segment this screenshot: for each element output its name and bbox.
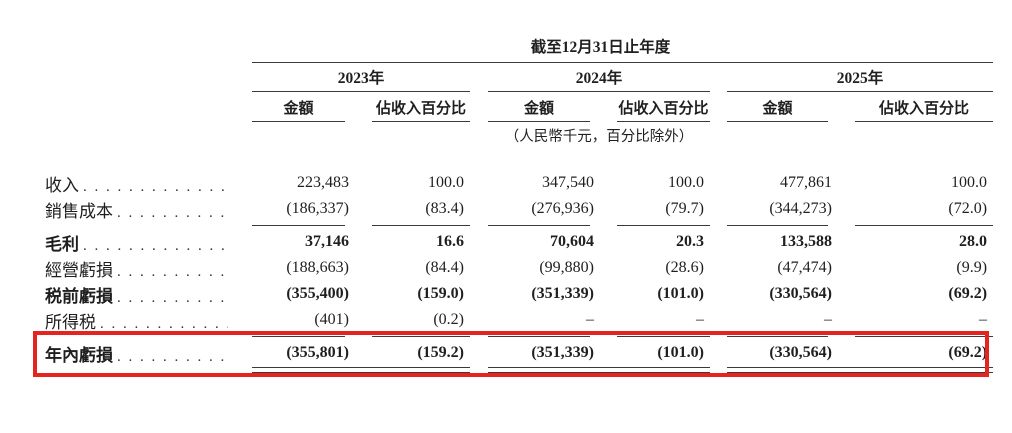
amount-header-2023: 金額: [252, 97, 345, 122]
cell-2025-pct: –: [979, 311, 988, 328]
table-row: 金額 佔收入百分比 金額 佔收入百分比 金額 佔收入百分比: [45, 92, 994, 122]
cell-2025-pct: (72.0): [948, 200, 988, 217]
row-label: 收入: [45, 175, 79, 195]
pct-header-2023: 佔收入百分比: [372, 97, 470, 122]
amount-header-2024: 金額: [488, 97, 590, 122]
cell-2025-pct: (9.9): [956, 259, 988, 276]
year-header-2024: 2024年: [488, 62, 710, 92]
cell-2023-amount: 37,146: [305, 233, 349, 250]
table-row: 2023年 2024年 2025年: [45, 62, 994, 92]
cell-2025-amount: 133,588: [780, 233, 832, 250]
dot-leader: . . . . . . . . . . . . . . . . . . . . …: [117, 204, 228, 221]
table-row-gross-profit: 毛利. . . . . . . . . . . . . . . . . . . …: [45, 229, 993, 255]
row-label-cell: 税前虧損. . . . . . . . . . . . . . . . . . …: [45, 282, 252, 307]
dot-leader: . . . . . . . . . . . . . . . . . . . . …: [117, 263, 228, 280]
year-header-2025: 2025年: [727, 62, 994, 92]
cell-2024-amount: 347,540: [542, 174, 594, 191]
pct-header-2025: 佔收入百分比: [855, 97, 994, 122]
income-statement-table: 截至12月31日止年度 2023年 2024年 2025年 金額 佔收入百分比 …: [45, 30, 994, 374]
cell-2023-pct: (83.4): [425, 200, 464, 217]
row-label-cell: 毛利. . . . . . . . . . . . . . . . . . . …: [45, 230, 252, 255]
row-label: 銷售成本: [45, 201, 113, 221]
year-header-2023: 2023年: [252, 62, 470, 92]
cell-2024-amount: (99,880): [539, 259, 594, 276]
cell-2025-amount: 477,861: [780, 174, 832, 191]
table-row-loss-for-the-year: 年內虧損. . . . . . . . . . . . . . . . . . …: [45, 340, 993, 366]
row-label-cell: 年內虧損. . . . . . . . . . . . . . . . . . …: [45, 341, 252, 366]
cell-2024-amount: (276,936): [531, 200, 594, 217]
cell-2023-pct: 100.0: [428, 174, 464, 191]
row-label: 毛利: [45, 234, 79, 254]
total-double-rule: [45, 366, 994, 374]
cell-2023-amount: 223,483: [297, 174, 349, 191]
cell-2024-pct: (79.7): [665, 200, 704, 217]
cell-2023-amount: (186,337): [286, 200, 349, 217]
row-label-cell: 收入. . . . . . . . . . . . . . . . . . . …: [45, 171, 252, 196]
dot-leader: . . . . . . . . . . . . . . . . . . . . …: [83, 237, 228, 254]
period-title: 截至12月31日止年度: [252, 30, 994, 63]
cell-2025-pct: 100.0: [951, 174, 988, 191]
cell-2023-pct: (0.2): [433, 311, 464, 328]
row-label: 税前虧損: [45, 286, 113, 306]
cell-2023-amount: (188,663): [286, 259, 349, 276]
table-row-revenue: 收入. . . . . . . . . . . . . . . . . . . …: [45, 170, 993, 196]
cell-2025-pct: (69.2): [948, 285, 988, 302]
dot-leader: . . . . . . . . . . . . . . . . . . . . …: [83, 178, 228, 195]
spacer: [45, 148, 993, 170]
cell-2024-amount: (351,339): [531, 285, 594, 302]
table-row-income-tax: 所得税. . . . . . . . . . . . . . . . . . .…: [45, 307, 993, 333]
cell-2025-pct: 28.0: [959, 233, 988, 250]
cell-2024-pct: (101.0): [657, 285, 704, 302]
table-row-loss-before-tax: 税前虧損. . . . . . . . . . . . . . . . . . …: [45, 281, 993, 307]
amount-header-2025: 金額: [727, 97, 828, 122]
row-label-cell: 所得税. . . . . . . . . . . . . . . . . . .…: [45, 308, 252, 333]
row-label: 經營虧損: [45, 260, 113, 280]
cell-2023-amount: (355,400): [286, 285, 349, 302]
cell-2024-pct: (28.6): [665, 259, 704, 276]
cell-2023-pct: 16.6: [436, 233, 464, 250]
cell-2023-amount: (355,801): [286, 344, 349, 361]
cell-2023-pct: (84.4): [425, 259, 464, 276]
cell-2024-pct: 20.3: [676, 233, 704, 250]
pct-header-2024: 佔收入百分比: [617, 97, 710, 122]
separator-rule: [45, 333, 994, 340]
cell-2024-amount: –: [586, 311, 594, 328]
table-row: 截至12月31日止年度: [45, 30, 994, 63]
dot-leader: . . . . . . . . . . . . . . . . . . . . …: [100, 315, 228, 332]
cell-2024-amount: 70,604: [550, 233, 594, 250]
cell-2024-pct: (101.0): [657, 344, 704, 361]
cell-2025-amount: (344,273): [769, 200, 832, 217]
cell-2024-pct: –: [696, 311, 704, 328]
cell-2025-pct: (69.2): [948, 344, 988, 361]
cell-2024-amount: (351,339): [531, 344, 594, 361]
row-label-cell: 銷售成本. . . . . . . . . . . . . . . . . . …: [45, 197, 252, 222]
cell-2025-amount: –: [824, 311, 832, 328]
cell-2023-pct: (159.2): [417, 344, 464, 361]
row-label: 年內虧損: [45, 345, 113, 365]
cell-2023-amount: (401): [314, 311, 349, 328]
cell-2024-pct: 100.0: [668, 174, 704, 191]
table-row-operating-loss: 經營虧損. . . . . . . . . . . . . . . . . . …: [45, 255, 993, 281]
table-row: （人民幣千元，百分比除外）: [45, 122, 993, 148]
separator-rule: [45, 222, 994, 229]
row-label: 所得税: [45, 312, 96, 332]
cell-2023-pct: (159.0): [417, 285, 464, 302]
cell-2025-amount: (330,564): [769, 285, 832, 302]
table-row-cost-of-sales: 銷售成本. . . . . . . . . . . . . . . . . . …: [45, 196, 993, 222]
dot-leader: . . . . . . . . . . . . . . . . . . . . …: [117, 289, 228, 306]
row-label-cell: 經營虧損. . . . . . . . . . . . . . . . . . …: [45, 256, 252, 281]
cell-2025-amount: (47,474): [777, 259, 832, 276]
dot-leader: . . . . . . . . . . . . . . . . . . . . …: [117, 348, 228, 365]
currency-note: （人民幣千元，百分比除外）: [504, 128, 694, 145]
cell-2025-amount: (330,564): [769, 344, 832, 361]
